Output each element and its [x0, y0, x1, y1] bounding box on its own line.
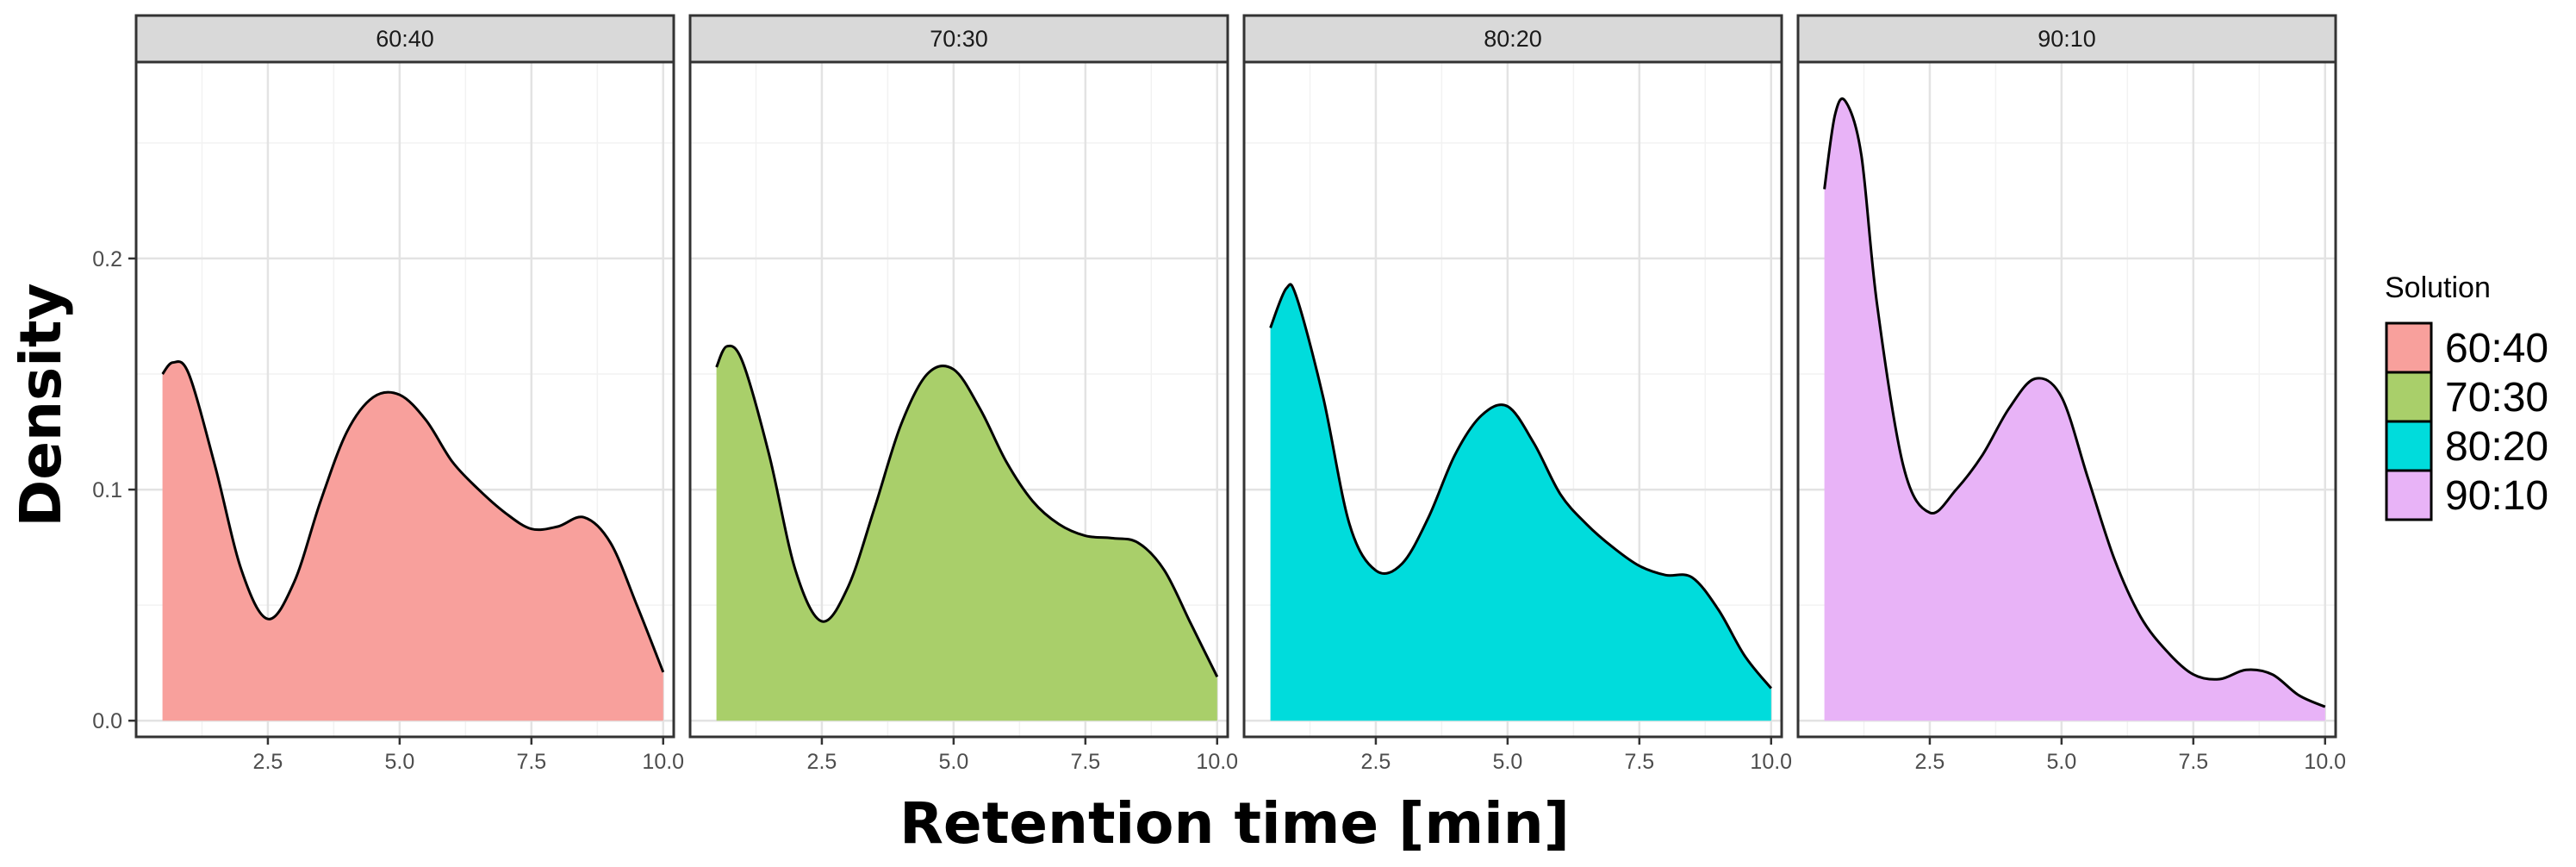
x-tick-label: 7.5 [1070, 750, 1100, 774]
density-line-60-40 [161, 360, 665, 673]
y-tick-label: 0.2 [92, 247, 122, 271]
x-tick-label: 10.0 [2304, 750, 2346, 774]
facet-strip-label: 80:20 [1484, 26, 1542, 52]
panel-90-10: 90:10 2.5 5.0 7.5 10.0 [1796, 14, 2346, 774]
x-tick-label: 5.0 [1492, 750, 1522, 774]
density-area-80-20 [1270, 284, 1771, 721]
legend-key-80-20 [2385, 420, 2433, 472]
x-tick-label: 2.5 [1361, 750, 1391, 774]
panel-60-40: 60:40 2.5 5.0 7.5 10.0 0.0 0.1 0.2 [92, 14, 684, 774]
x-tick-label: 5.0 [938, 750, 968, 774]
facet-strip [1242, 14, 1783, 64]
x-tick-label: 7.5 [1624, 750, 1654, 774]
y-tick-label: 0.1 [92, 478, 122, 502]
facet-strip [688, 14, 1229, 64]
x-tick-label: 10.0 [1196, 750, 1238, 774]
facet-strip-label: 90:10 [2038, 26, 2096, 52]
x-tick-label: 2.5 [253, 750, 283, 774]
y-axis-title: Density [8, 283, 74, 527]
legend-key-70-30 [2385, 371, 2433, 423]
density-area-70-30 [716, 346, 1217, 721]
legend-title: Solution [2385, 271, 2491, 304]
x-tick-label: 5.0 [2046, 750, 2076, 774]
legend-label: 80:20 [2445, 424, 2548, 470]
legend-key-90-10 [2385, 469, 2433, 521]
facet-strip [1796, 14, 2337, 64]
legend-label: 70:30 [2445, 375, 2548, 421]
density-area-60-40 [162, 361, 663, 721]
density-line-70-30 [715, 344, 1219, 677]
panel-70-30: 70:30 2.5 5.0 7.5 10.0 [688, 14, 1238, 774]
density-line-90-10 [1823, 97, 2326, 708]
facet-strip [134, 14, 675, 64]
legend-label: 90:10 [2445, 473, 2548, 519]
legend-key-60-40 [2385, 321, 2433, 374]
x-tick-label: 7.5 [2178, 750, 2208, 774]
x-tick-label: 7.5 [516, 750, 546, 774]
x-tick-label: 10.0 [642, 750, 684, 774]
legend-label: 60:40 [2445, 326, 2548, 371]
panel-80-20: 80:20 2.5 5.0 7.5 10.0 [1242, 14, 1792, 774]
x-tick-label: 5.0 [384, 750, 414, 774]
facet-strip-label: 60:40 [376, 26, 434, 52]
density-line-80-20 [1269, 283, 1772, 689]
x-tick-label: 10.0 [1750, 750, 1792, 774]
x-tick-label: 2.5 [807, 750, 837, 774]
panels-layer: 60:40 2.5 5.0 7.5 10.0 0.0 0.1 0.2 70:30 2.5 5.0 7.… [92, 14, 2346, 774]
x-axis-title: Retention time [min] [899, 790, 1570, 857]
facet-strip-label: 70:30 [930, 26, 988, 52]
y-tick-label: 0.0 [92, 709, 122, 733]
x-tick-label: 2.5 [1915, 750, 1945, 774]
density-area-90-10 [1824, 98, 2325, 721]
